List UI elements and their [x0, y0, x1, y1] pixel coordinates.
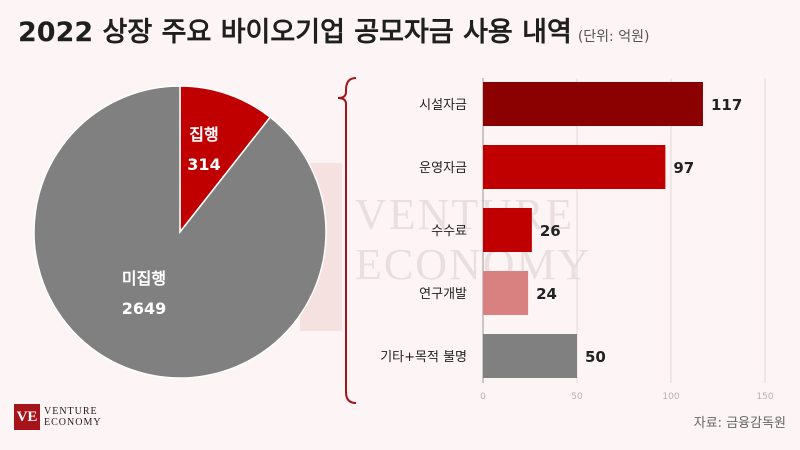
pie-slice-0 [179, 85, 272, 235]
bar-chart: 시설자금 117 운영자금 97 수수료 26 연구개발 24 기타+목적 불명 50 [380, 82, 742, 378]
source-note: 자료: 금융감독원 [693, 416, 786, 431]
watermark-line-2: ECONOMY [355, 240, 592, 289]
x-tick-3: 150 [756, 392, 773, 402]
bar-value-4: 50 [585, 348, 606, 366]
watermark: VENTURE ECONOMY [355, 190, 591, 290]
bracket [337, 77, 357, 404]
pie-value-0: 314 [187, 155, 220, 174]
bar-2 [483, 208, 532, 252]
unit-label: (단위: 억원) [577, 29, 650, 45]
bar-category-0: 시설자금 [419, 98, 467, 113]
pie-label-1: 미집행 [122, 269, 166, 288]
x-tick-0: 0 [480, 392, 486, 402]
x-tick-2: 100 [662, 392, 679, 402]
bar-grid: 0 50 100 150 [480, 78, 774, 402]
bar-3 [483, 271, 529, 315]
bar-value-0: 117 [711, 96, 742, 114]
x-tick-1: 50 [571, 392, 583, 402]
bar-category-4: 기타+목적 불명 [380, 350, 467, 365]
bar-value-1: 97 [673, 159, 694, 177]
bar-4 [483, 334, 577, 378]
bar-0 [483, 82, 703, 126]
bar-value-3: 24 [536, 285, 557, 303]
pie-label-0: 집행 [189, 125, 218, 144]
pie-slice-1 [33, 85, 327, 379]
bar-value-2: 26 [540, 222, 561, 240]
bar-category-2: 수수료 [431, 224, 467, 239]
logo-mark: VE [14, 404, 40, 430]
logo-line-1: VENTURE [44, 406, 98, 417]
chart-title: 2022 상장 주요 바이오기업 공모자금 사용 내역 (단위: 억원) [18, 10, 649, 49]
pie-value-1: 2649 [122, 299, 167, 318]
logo-line-2: ECONOMY [44, 417, 102, 428]
logo-text: VENTURE ECONOMY [44, 406, 102, 428]
logo: VE VENTURE ECONOMY [14, 404, 102, 430]
pie-chart: 집행 314 미집행 2649 [33, 85, 327, 379]
bar-1 [483, 145, 666, 189]
chart-title-text: 2022 상장 주요 바이오기업 공모자금 사용 내역 [18, 17, 572, 48]
bar-category-3: 연구개발 [419, 287, 467, 302]
watermark-line-1: VENTURE [355, 190, 575, 239]
bar-category-1: 운영자금 [419, 161, 467, 176]
